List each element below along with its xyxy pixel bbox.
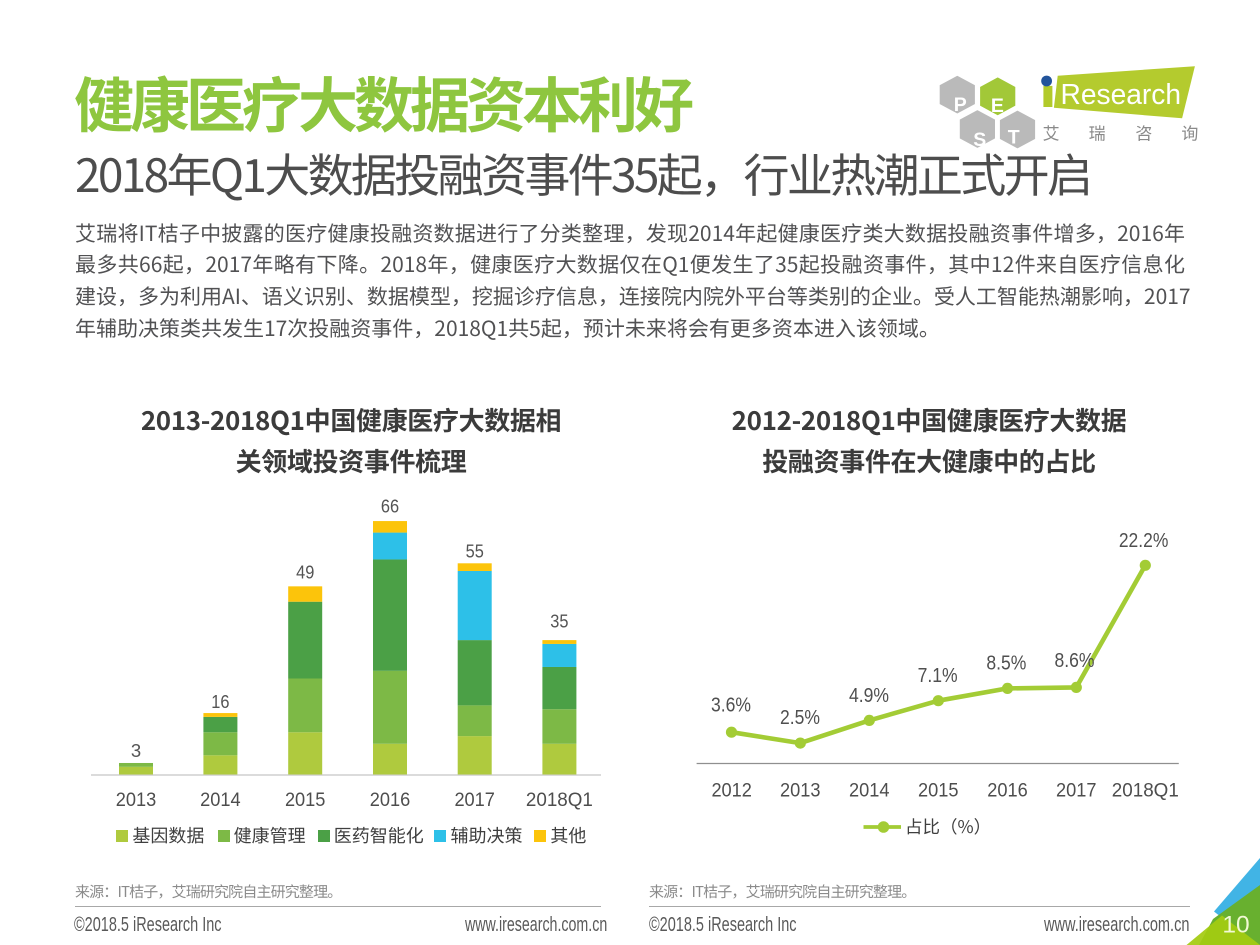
svg-text:2015: 2015 xyxy=(918,780,959,802)
svg-text:2017: 2017 xyxy=(1056,780,1097,802)
svg-text:16: 16 xyxy=(211,691,229,712)
svg-text:55: 55 xyxy=(466,540,484,561)
svg-text:2018Q1: 2018Q1 xyxy=(1112,780,1179,802)
svg-text:66: 66 xyxy=(381,496,399,517)
svg-text:T: T xyxy=(1008,127,1020,149)
svg-text:2014: 2014 xyxy=(200,789,241,811)
svg-text:3.6%: 3.6% xyxy=(711,695,751,717)
svg-text:2015: 2015 xyxy=(285,789,326,811)
svg-text:2012: 2012 xyxy=(711,780,752,802)
svg-text:艾: 艾 xyxy=(1043,120,1060,145)
svg-text:8.5%: 8.5% xyxy=(986,653,1026,675)
svg-text:4.9%: 4.9% xyxy=(849,685,889,707)
svg-text:2013: 2013 xyxy=(780,780,821,802)
svg-text:2014: 2014 xyxy=(849,780,890,802)
svg-text:8.6%: 8.6% xyxy=(1055,650,1095,672)
svg-text:Research: Research xyxy=(1061,79,1182,111)
svg-text:P: P xyxy=(954,94,967,116)
svg-text:49: 49 xyxy=(296,561,314,582)
svg-text:咨: 咨 xyxy=(1135,120,1152,145)
svg-text:2017: 2017 xyxy=(454,789,495,811)
svg-text:10: 10 xyxy=(1222,912,1249,939)
svg-text:2018Q1: 2018Q1 xyxy=(526,789,593,811)
svg-text:瑞: 瑞 xyxy=(1089,120,1106,145)
svg-text:询: 询 xyxy=(1181,120,1198,145)
svg-text:2016: 2016 xyxy=(987,780,1028,802)
svg-text:35: 35 xyxy=(550,611,568,632)
svg-text:22.2%: 22.2% xyxy=(1119,530,1169,552)
svg-text:2.5%: 2.5% xyxy=(780,707,820,729)
svg-text:E: E xyxy=(991,95,1004,117)
svg-text:3: 3 xyxy=(131,740,141,761)
svg-text:2016: 2016 xyxy=(370,789,411,811)
svg-text:7.1%: 7.1% xyxy=(918,665,958,687)
svg-text:2013: 2013 xyxy=(116,789,157,811)
svg-text:S: S xyxy=(973,129,986,151)
